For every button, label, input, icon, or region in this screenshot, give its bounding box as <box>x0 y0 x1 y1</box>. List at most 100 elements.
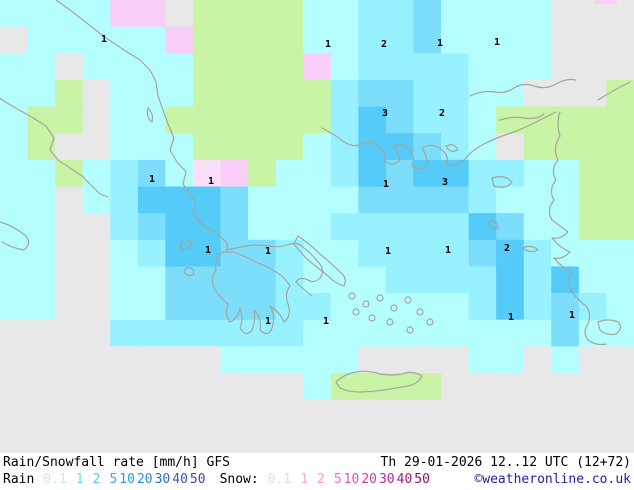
precip-cell <box>137 319 166 347</box>
precip-cell <box>578 53 607 81</box>
precip-cell <box>441 213 470 241</box>
precip-cell <box>275 53 304 81</box>
precip-cell <box>468 319 497 347</box>
precip-cell <box>303 79 332 108</box>
precip-cell <box>330 53 359 81</box>
precip-cell <box>441 0 470 28</box>
precip-cell <box>110 213 139 241</box>
coastline-marmara-south <box>499 113 545 121</box>
precip-cell <box>496 426 525 453</box>
precip-cell <box>220 26 249 54</box>
precip-cell <box>82 0 111 28</box>
precip-cell <box>413 373 442 401</box>
precip-cell <box>0 159 29 188</box>
precip-cell <box>441 53 470 81</box>
scale-value: 50 <box>189 472 206 487</box>
precip-cell <box>330 399 359 427</box>
precip-cell <box>110 0 139 28</box>
precip-cell <box>165 133 194 161</box>
precip-cell <box>165 239 194 267</box>
precip-cell <box>303 399 332 427</box>
scale-value: 20 <box>361 472 377 487</box>
precip-cell <box>55 106 84 134</box>
precip-cell <box>0 0 29 28</box>
precip-cell <box>551 239 580 267</box>
precip-cell <box>82 159 111 188</box>
precip-cell <box>606 319 634 347</box>
coastline-rhodes <box>597 319 622 336</box>
precip-cell <box>220 293 249 321</box>
precip-value-label: 1 <box>445 245 451 256</box>
value-labels: 1 1 2 1 1 3 2 1 1 1 3 1 1 1 1 2 1 1 1 1 <box>101 34 575 327</box>
coastline-cyclades <box>348 292 434 334</box>
precip-cell <box>468 0 497 28</box>
precip-value-label: 1 <box>383 179 389 190</box>
precip-cell <box>275 106 304 134</box>
precip-cell <box>441 239 470 267</box>
precip-cell <box>551 0 580 28</box>
precip-cell <box>165 293 194 321</box>
precip-cell <box>523 266 552 294</box>
coastline-kefalonia <box>179 239 193 251</box>
precip-cell <box>606 133 634 161</box>
precip-cell <box>275 346 304 374</box>
precip-cell <box>110 186 139 214</box>
precip-cell <box>606 53 634 81</box>
precip-cell <box>330 79 359 108</box>
precip-cell <box>275 186 304 214</box>
coastline-crete <box>335 370 423 393</box>
precip-cell <box>358 346 387 374</box>
precip-cell <box>578 133 607 161</box>
precip-cell <box>385 266 414 294</box>
scale-value: 10 <box>119 472 135 487</box>
precip-value-label: 1 <box>208 176 214 187</box>
precip-cell <box>248 346 277 374</box>
precip-cell <box>606 373 634 401</box>
precip-cell <box>606 106 634 134</box>
precip-value-label: 1 <box>323 316 329 327</box>
precip-cell <box>523 133 552 161</box>
precip-cell <box>385 213 414 241</box>
precip-cell <box>303 53 332 81</box>
precip-cell <box>523 239 552 267</box>
precip-cell <box>385 26 414 54</box>
precip-cell <box>496 319 525 347</box>
precip-cell <box>220 53 249 81</box>
precip-cell <box>55 53 84 81</box>
precip-cell <box>82 79 111 108</box>
precip-cell <box>551 186 580 214</box>
precip-cell <box>303 346 332 374</box>
precip-cell <box>0 186 29 214</box>
precip-cell <box>551 106 580 134</box>
precip-cell <box>496 346 525 374</box>
precip-cell <box>0 213 29 241</box>
precip-cell <box>606 79 634 108</box>
precip-cell <box>330 106 359 134</box>
precip-cell <box>248 79 277 108</box>
precip-cell <box>165 319 194 347</box>
precip-cell <box>110 266 139 294</box>
precip-cell <box>441 426 470 453</box>
precip-cell <box>27 186 56 214</box>
precip-cell <box>330 319 359 347</box>
precip-cell <box>551 26 580 54</box>
precip-cell <box>606 239 634 267</box>
precip-cell <box>358 293 387 321</box>
precip-cell <box>248 53 277 81</box>
precip-cell <box>413 106 442 134</box>
precip-cell <box>496 53 525 81</box>
precip-cell <box>441 106 470 134</box>
precip-value-label: 1 <box>325 39 331 50</box>
precip-cell <box>523 106 552 134</box>
precip-cell <box>137 186 166 214</box>
precip-cell <box>468 293 497 321</box>
precip-cell <box>496 26 525 54</box>
precip-cell <box>248 186 277 214</box>
snow-scale-label: Snow: <box>219 472 259 487</box>
precip-cell <box>0 53 29 81</box>
precip-cell <box>82 399 111 427</box>
precip-cell <box>468 26 497 54</box>
precip-cell <box>496 0 525 28</box>
precip-cell <box>220 186 249 214</box>
precip-cell <box>165 266 194 294</box>
